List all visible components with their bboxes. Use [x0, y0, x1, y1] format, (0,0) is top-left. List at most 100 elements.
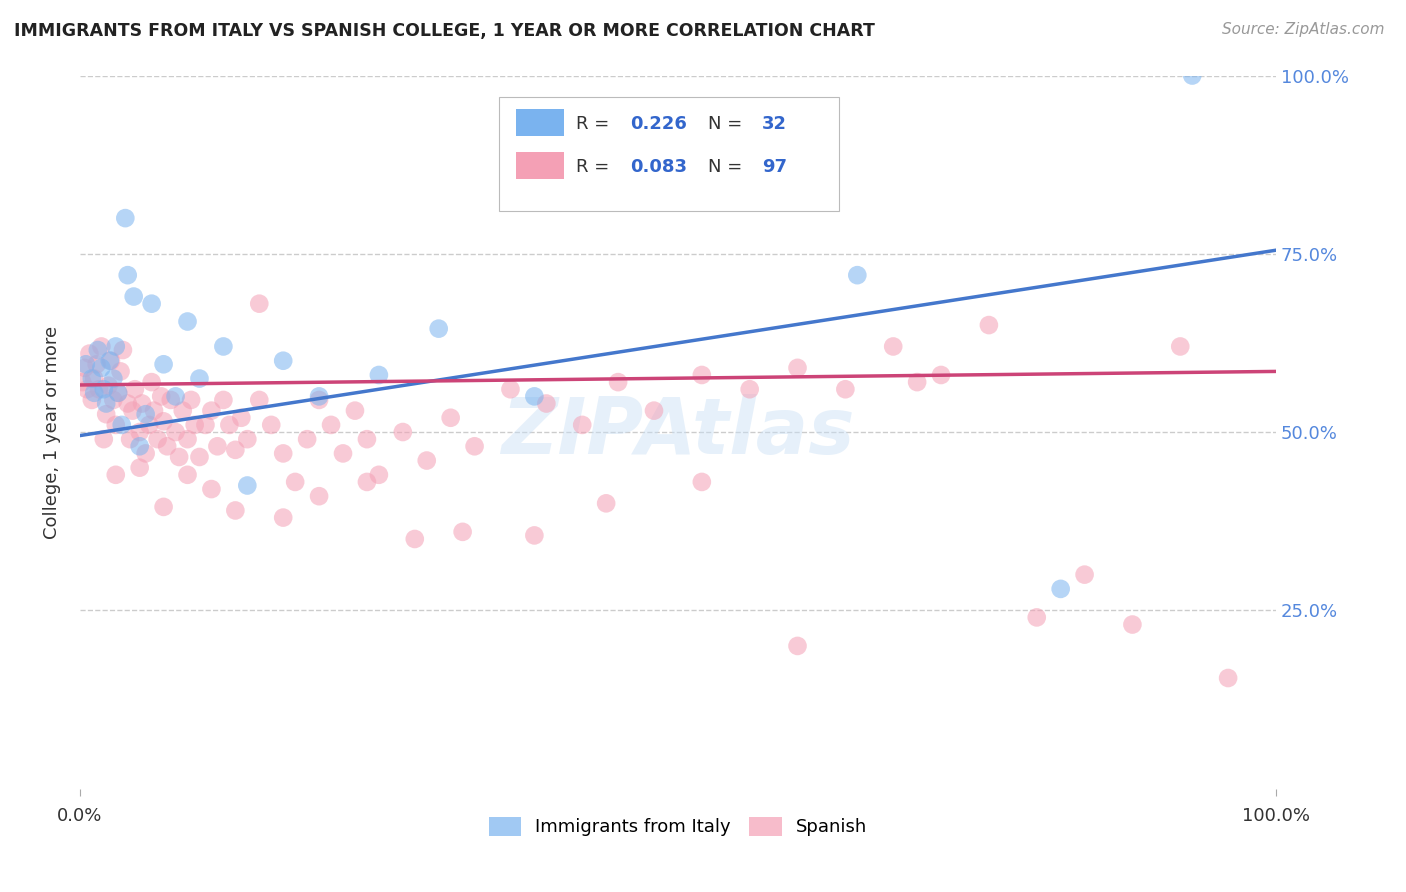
- Text: 0.226: 0.226: [630, 115, 688, 133]
- Point: [231, 410, 253, 425]
- Point: [114, 211, 136, 226]
- Legend: Immigrants from Italy, Spanish: Immigrants from Italy, Spanish: [481, 810, 875, 844]
- Point: [165, 425, 187, 439]
- Point: [391, 425, 413, 439]
- Point: [1049, 582, 1071, 596]
- Point: [143, 403, 166, 417]
- Point: [271, 510, 294, 524]
- Point: [224, 442, 246, 457]
- Point: [319, 417, 342, 432]
- Point: [111, 417, 134, 432]
- Point: [247, 392, 270, 407]
- Point: [332, 446, 354, 460]
- Point: [356, 432, 378, 446]
- Point: [104, 417, 127, 432]
- Point: [104, 467, 127, 482]
- Point: [156, 439, 179, 453]
- Point: [110, 364, 132, 378]
- Bar: [516, 152, 564, 179]
- Point: [138, 417, 160, 432]
- Point: [236, 478, 259, 492]
- Point: [607, 375, 630, 389]
- Point: [1216, 671, 1239, 685]
- Point: [464, 439, 486, 453]
- Point: [308, 389, 330, 403]
- Point: [146, 432, 169, 446]
- Point: [1168, 339, 1191, 353]
- Point: [404, 532, 426, 546]
- Point: [207, 439, 229, 453]
- Point: [122, 289, 145, 303]
- Point: [90, 360, 112, 375]
- Point: [152, 500, 174, 514]
- Point: [87, 382, 110, 396]
- Point: [103, 392, 125, 407]
- Point: [152, 414, 174, 428]
- Point: [107, 385, 129, 400]
- Point: [79, 346, 101, 360]
- Point: [367, 368, 389, 382]
- Point: [284, 475, 307, 489]
- Point: [98, 353, 121, 368]
- Point: [212, 392, 235, 407]
- Text: IMMIGRANTS FROM ITALY VS SPANISH COLLEGE, 1 YEAR OR MORE CORRELATION CHART: IMMIGRANTS FROM ITALY VS SPANISH COLLEGE…: [14, 22, 875, 40]
- Point: [80, 371, 103, 385]
- Point: [121, 403, 143, 417]
- Point: [308, 392, 330, 407]
- Point: [536, 396, 558, 410]
- Point: [111, 343, 134, 357]
- Point: [690, 475, 713, 489]
- Point: [834, 382, 856, 396]
- Text: R =: R =: [576, 115, 616, 133]
- Point: [96, 396, 118, 410]
- Point: [107, 385, 129, 400]
- Point: [97, 378, 120, 392]
- Point: [176, 314, 198, 328]
- Text: N =: N =: [707, 115, 748, 133]
- Point: [176, 467, 198, 482]
- Point: [135, 407, 157, 421]
- Point: [194, 417, 217, 432]
- Text: R =: R =: [576, 158, 616, 176]
- Point: [200, 482, 222, 496]
- Y-axis label: College, 1 year or more: College, 1 year or more: [44, 326, 60, 539]
- Point: [295, 432, 318, 446]
- Point: [451, 524, 474, 539]
- Point: [100, 353, 122, 368]
- Point: [76, 382, 98, 396]
- Point: [180, 392, 202, 407]
- Point: [247, 296, 270, 310]
- Point: [120, 432, 142, 446]
- Point: [499, 382, 522, 396]
- Point: [882, 339, 904, 353]
- Point: [308, 489, 330, 503]
- Point: [96, 407, 118, 421]
- Point: [150, 389, 173, 403]
- Point: [117, 268, 139, 282]
- Point: [141, 375, 163, 389]
- Point: [427, 321, 450, 335]
- Point: [75, 357, 97, 371]
- Point: [416, 453, 439, 467]
- Point: [738, 382, 761, 396]
- Point: [117, 396, 139, 410]
- Point: [152, 357, 174, 371]
- Point: [86, 357, 108, 371]
- Point: [1121, 617, 1143, 632]
- Text: 97: 97: [762, 158, 786, 176]
- Point: [128, 425, 150, 439]
- Point: [271, 353, 294, 368]
- Point: [212, 339, 235, 353]
- Text: 32: 32: [762, 115, 786, 133]
- Point: [165, 389, 187, 403]
- Point: [786, 360, 808, 375]
- Text: N =: N =: [707, 158, 748, 176]
- Point: [159, 392, 181, 407]
- Bar: [516, 109, 564, 136]
- Text: ZIPAtlas: ZIPAtlas: [501, 394, 855, 470]
- Point: [690, 368, 713, 382]
- Point: [1025, 610, 1047, 624]
- Point: [103, 371, 125, 385]
- Point: [83, 385, 105, 400]
- Point: [183, 417, 205, 432]
